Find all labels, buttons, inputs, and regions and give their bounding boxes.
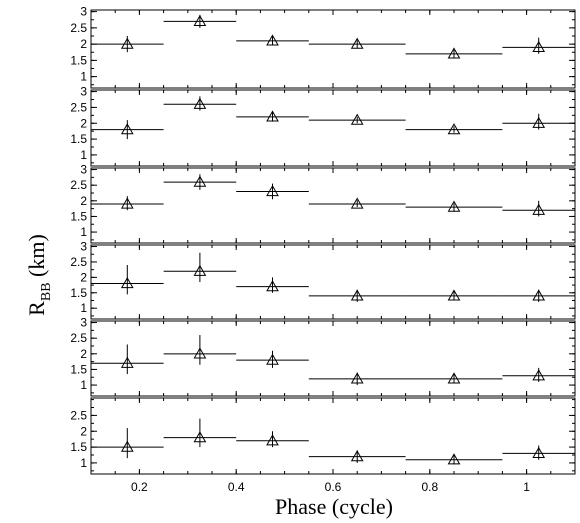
data-point-triangle (266, 434, 279, 446)
data-point-triangle (532, 116, 546, 128)
y-tick-label: 1.5 (70, 286, 87, 300)
data-point-triangle (266, 353, 279, 365)
y-tick-label: 2.5 (70, 21, 87, 35)
y-tick-label: 1 (80, 70, 87, 84)
y-axis-title-subscript: BB (39, 282, 54, 301)
y-axis-title-main: R (24, 301, 49, 316)
x-tick-label: 0.6 (325, 480, 342, 494)
y-tick-label: 2 (80, 424, 87, 438)
data-point-triangle (532, 446, 546, 459)
y-tick-label: 3 (80, 240, 87, 254)
panel-frame (90, 397, 576, 475)
x-tick-label: 0.2 (131, 480, 148, 494)
y-tick-label: 2 (80, 347, 87, 361)
data-point-triangle (120, 123, 134, 135)
data-point-triangle (120, 37, 134, 49)
y-tick-label: 2 (80, 37, 87, 51)
data-point-triangle (532, 369, 546, 381)
panel-6: 1 1.5 2 2.5 (70, 397, 576, 475)
y-tick-label: 2.5 (70, 178, 87, 192)
y-tick-label: 1.5 (70, 440, 87, 454)
y-axis-title: RBB (km) (24, 234, 54, 316)
panel-frame (90, 320, 576, 397)
panel-1: 1 1.5 2 2.5 3 (70, 5, 576, 89)
y-tick-label: 2 (80, 194, 87, 208)
y-tick-label: 1 (80, 378, 87, 392)
data-point-triangle (447, 200, 461, 212)
data-point-triangle (447, 123, 461, 135)
data-point-triangle (193, 431, 207, 443)
panel-2: 1 1.5 2 2.53 (70, 85, 576, 167)
data-point-triangle (350, 197, 364, 209)
y-tick-label: 1.5 (70, 209, 87, 223)
data-point-triangle (120, 356, 134, 368)
y-tick-label: 2.5 (70, 255, 87, 269)
x-tick-label: 0.8 (421, 480, 438, 494)
y-tick-label: 3 (80, 163, 87, 177)
x-tick-label: 1 (523, 480, 530, 494)
y-tick-label: 2 (80, 116, 87, 130)
data-point-triangle (193, 14, 207, 26)
data-point-triangle (193, 175, 207, 187)
y-tick-label: 1 (80, 148, 87, 162)
y-tick-label: 3 (80, 316, 87, 330)
y-tick-label: 3 (80, 85, 87, 99)
data-point-triangle (266, 280, 279, 292)
data-point-triangle (193, 264, 207, 276)
data-point-triangle (350, 450, 364, 462)
data-point-triangle (447, 47, 461, 59)
data-point-triangle (350, 37, 364, 49)
y-tick-label: 1.5 (70, 362, 87, 376)
data-point-triangle (447, 289, 461, 301)
x-axis-title: Phase (cycle) (275, 494, 393, 519)
panel-frame (90, 89, 576, 167)
x-tick-labels: 0.2 0.4 0.6 0.8 1 (131, 480, 530, 494)
chart-panels: 11.522.5311.522.5311.522.5311.522.5311.5… (70, 5, 576, 475)
panel-4: 11.5 22.53 (70, 240, 576, 320)
data-point-triangle (447, 453, 461, 465)
panel-frame (90, 244, 576, 320)
panel-5: 1 1.52 2.53 (70, 316, 576, 397)
data-point-triangle (266, 34, 279, 46)
panel-frame (90, 167, 576, 244)
y-tick-label: 2.5 (70, 100, 87, 114)
data-point-triangle (532, 203, 546, 215)
data-point-triangle (532, 289, 546, 301)
data-point-triangle (120, 440, 134, 452)
y-tick-label: 1.5 (70, 132, 87, 146)
data-point-triangle (447, 372, 461, 384)
data-point-triangle (266, 110, 279, 122)
data-point-triangle (120, 277, 134, 289)
data-point-triangle (532, 40, 546, 52)
y-tick-label: 2.5 (70, 331, 87, 345)
y-tick-label: 3 (80, 5, 87, 19)
x-tick-label: 0.4 (228, 480, 245, 494)
panel-3: 1 1.52 2.53 (70, 163, 576, 244)
data-point-triangle (193, 347, 207, 359)
data-point-triangle (193, 97, 207, 109)
data-point-triangle (350, 113, 364, 125)
y-tick-label: 1 (80, 456, 87, 470)
y-axis-title-unit: (km) (24, 234, 49, 282)
data-point-triangle (266, 184, 279, 197)
y-tick-label: 1.5 (70, 53, 87, 67)
data-point-triangle (350, 372, 364, 384)
y-tick-label: 1 (80, 301, 87, 315)
data-point-triangle (350, 289, 364, 301)
y-tick-label: 1 (80, 225, 87, 239)
y-tick-label: 2.5 (70, 408, 87, 422)
data-point-triangle (120, 197, 134, 209)
y-tick-label: 2 (80, 270, 87, 284)
